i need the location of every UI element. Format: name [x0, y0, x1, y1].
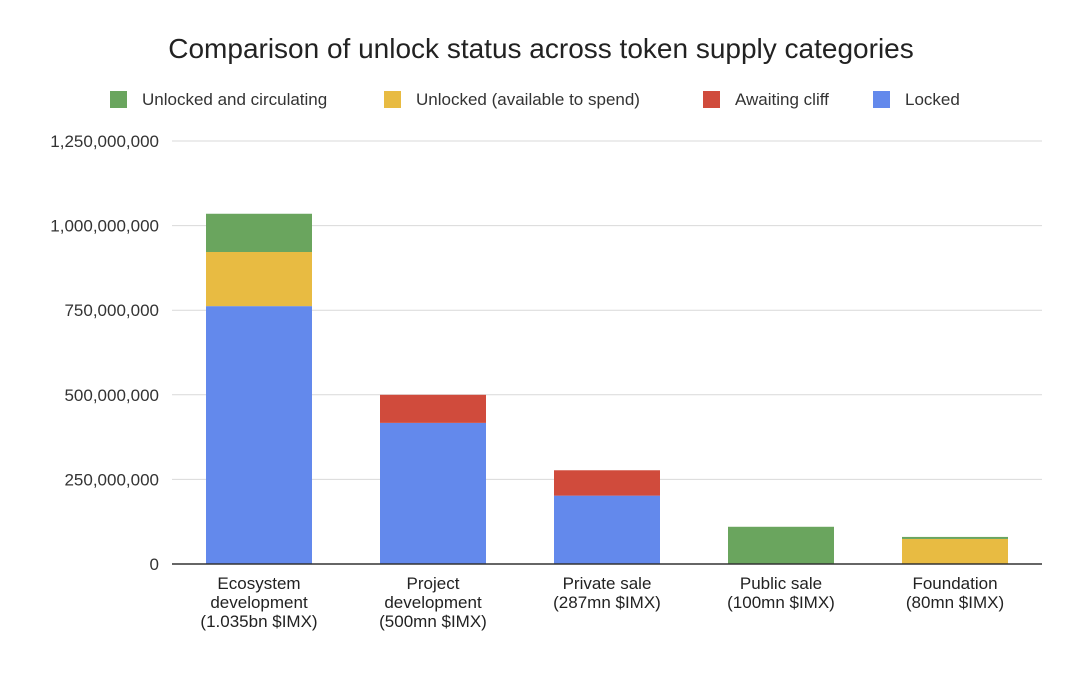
- gridlines: [172, 140, 1042, 480]
- legend-swatch-locked: [873, 91, 890, 108]
- legend-label-awaiting-cliff: Awaiting cliff: [735, 90, 829, 109]
- y-tick-label: 750,000,000: [64, 301, 159, 320]
- x-category-label: Foundation (80mn $IMX): [906, 574, 1004, 612]
- legend-swatch-unlocked-and-circulating: [110, 91, 127, 108]
- y-tick-label: 250,000,000: [64, 470, 159, 489]
- chart-title: Comparison of unlock status across token…: [168, 33, 914, 64]
- y-axis-ticks: 0 250,000,000 500,000,000 750,000,000 1,000,…: [50, 132, 159, 574]
- y-tick-label: 0: [150, 555, 159, 574]
- y-tick-label: 1,000,000,000: [50, 217, 159, 236]
- x-category-label: Project development (500mn $IMX): [379, 574, 487, 631]
- legend: Unlocked and circulating Unlocked (availa…: [110, 90, 960, 109]
- bar-segment-unlocked-and-circulating: [206, 213, 312, 252]
- y-tick-label: 1,250,000,000: [50, 132, 159, 151]
- x-axis-labels: Ecosystem development (1.035bn $IMX) Projec…: [200, 574, 1004, 631]
- bars: [206, 213, 1008, 564]
- bar-segment-locked: [554, 495, 660, 564]
- bar-segment-awaiting-cliff: [554, 470, 660, 496]
- bar-segment-locked: [380, 422, 486, 564]
- legend-swatch-awaiting-cliff: [703, 91, 720, 108]
- bar-segment-unlocked-available-to-spend: [902, 538, 1008, 564]
- bar-segment-unlocked-available-to-spend: [206, 251, 312, 307]
- bar-segment-awaiting-cliff: [380, 394, 486, 423]
- legend-label-unlocked-available-to-spend: Unlocked (available to spend): [416, 90, 640, 109]
- x-category-label: Public sale (100mn $IMX): [727, 574, 835, 612]
- y-tick-label: 500,000,000: [64, 386, 159, 405]
- x-category-label: Ecosystem development (1.035bn $IMX): [200, 574, 317, 631]
- legend-label-locked: Locked: [905, 90, 960, 109]
- bar-segment-unlocked-and-circulating: [902, 536, 1008, 539]
- bar-segment-unlocked-and-circulating: [728, 526, 834, 564]
- x-category-label: Private sale (287mn $IMX): [553, 574, 661, 612]
- bar-segment-locked: [206, 306, 312, 564]
- legend-swatch-unlocked-available-to-spend: [384, 91, 401, 108]
- legend-label-unlocked-and-circulating: Unlocked and circulating: [142, 90, 327, 109]
